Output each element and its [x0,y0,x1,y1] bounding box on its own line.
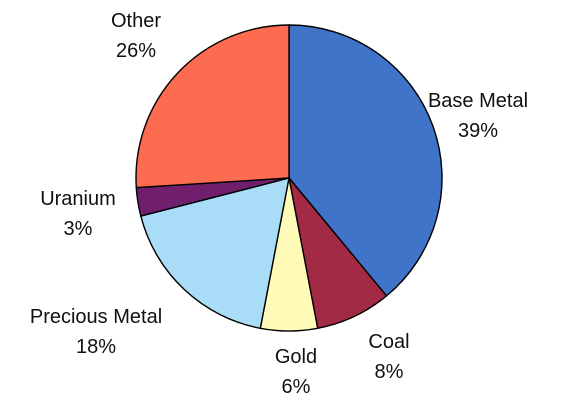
label-other-percent: 26% [115,40,157,62]
pie-slice-base-metal [288,24,443,297]
label-uranium: Uranium 3% [0,184,178,244]
label-precious-metal-name: Precious Metal [29,306,163,328]
pie-slice-precious-metal [139,177,290,330]
label-precious-metal-percent: 18% [75,336,117,358]
label-gold: Gold 6% [196,342,396,402]
label-base-metal-name: Base Metal [427,90,529,112]
label-base-metal: Base Metal 39% [378,86,571,146]
label-gold-name: Gold [274,346,318,368]
label-precious-metal: Precious Metal 18% [0,302,196,362]
label-coal-percent: 8% [374,361,404,383]
pie-slice-other [135,24,290,189]
label-coal: Coal 8% [289,327,489,387]
label-other: Other 26% [36,6,236,66]
label-gold-percent: 6% [281,376,311,398]
label-base-metal-percent: 39% [457,120,499,142]
label-coal-name: Coal [368,331,410,353]
label-uranium-name: Uranium [40,188,116,210]
label-uranium-percent: 3% [63,218,93,240]
label-other-name: Other [110,10,162,32]
pie-slices [135,24,443,332]
